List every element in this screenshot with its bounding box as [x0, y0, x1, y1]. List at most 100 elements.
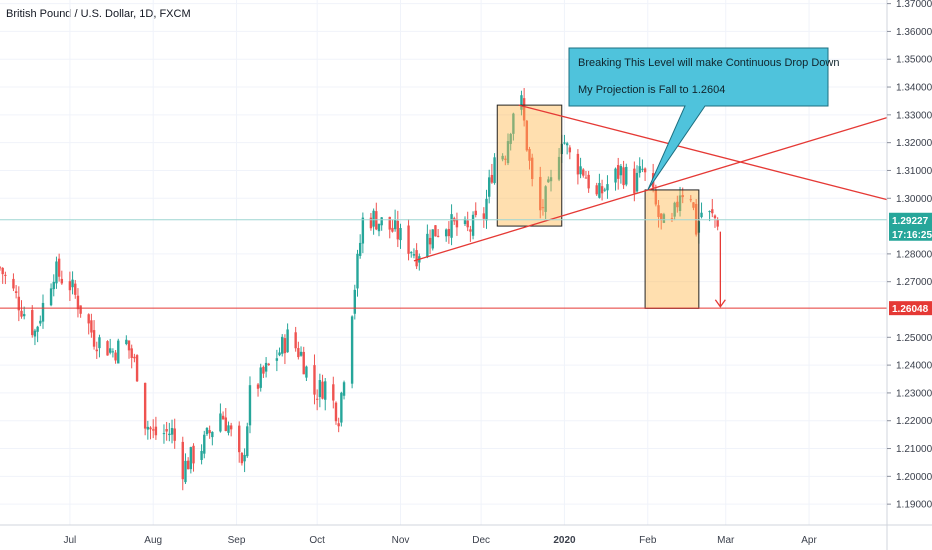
candle-down [294, 332, 297, 349]
candle-up [487, 177, 491, 197]
candle-up [501, 155, 504, 160]
down-arrow-head [714, 299, 726, 308]
candle-down [154, 426, 158, 436]
candle-down [186, 460, 190, 470]
candle-up [203, 434, 206, 454]
candle-up [509, 133, 512, 144]
x-tick-label: Mar [717, 535, 735, 546]
candle-up [614, 168, 617, 183]
candle-up [565, 143, 569, 146]
candle-up [49, 288, 53, 306]
candle-down [87, 314, 90, 324]
candle-up [184, 460, 187, 483]
candle-down [584, 177, 588, 179]
candle-down [692, 202, 695, 208]
x-tick-label: Aug [144, 535, 162, 546]
candle-down [525, 120, 529, 151]
candle-down [434, 225, 437, 237]
candle-down [676, 201, 679, 208]
candle-down [689, 199, 692, 201]
candle-down [694, 203, 698, 235]
candle-up [259, 367, 262, 388]
candle-down [633, 168, 636, 194]
candle-down [135, 355, 139, 382]
candle-up [463, 218, 467, 225]
candle-up [162, 433, 166, 435]
candle-down [332, 384, 335, 401]
candle-down [600, 186, 604, 194]
candle-down [654, 189, 658, 205]
candle-down [4, 274, 7, 276]
candle-down [315, 398, 319, 400]
candle-down [143, 382, 147, 429]
current-price-badge [889, 212, 932, 241]
x-tick-label: Jul [63, 535, 76, 546]
y-tick-label: 1.36000 [896, 27, 932, 38]
candle-down [531, 157, 534, 180]
candle-up [426, 233, 429, 258]
candle-up [673, 202, 676, 217]
candle-up [700, 212, 703, 218]
x-tick-label: Dec [472, 535, 490, 546]
candle-down [539, 176, 542, 211]
candle-down [528, 149, 531, 161]
candle-down [267, 363, 270, 365]
candle-up [353, 289, 356, 314]
candle-down [455, 219, 459, 228]
candle-up [603, 189, 606, 191]
candle-up [358, 242, 362, 256]
candle-up [22, 314, 26, 317]
candle-up [340, 392, 343, 423]
candle-up [305, 366, 308, 378]
candle-up [324, 381, 327, 400]
candle-up [520, 95, 523, 110]
candle-down [313, 365, 316, 395]
candle-up [168, 433, 171, 436]
candle-down [337, 423, 340, 427]
candle-down [224, 417, 227, 431]
candle-down [1, 267, 4, 275]
candle-down [31, 310, 34, 336]
candle-down [622, 167, 625, 186]
y-tick-label: 1.33000 [896, 110, 932, 121]
candle-down [149, 427, 152, 430]
y-tick-label: 1.25000 [896, 333, 932, 344]
y-tick-label: 1.19000 [896, 500, 932, 511]
candle-down [568, 147, 572, 153]
y-tick-label: 1.32000 [896, 138, 932, 149]
candle-down [321, 381, 324, 399]
candle-up [170, 428, 174, 435]
candle-up [189, 447, 193, 470]
candle-up [635, 172, 639, 192]
candle-down [396, 220, 400, 240]
candle-up [33, 330, 37, 337]
candle-up [219, 413, 222, 432]
candle-down [466, 220, 469, 228]
callout-line-1: Breaking This Level will make Continuous… [578, 57, 839, 69]
candle-up [444, 229, 448, 237]
candle-up [205, 428, 209, 435]
candle-up [111, 351, 115, 353]
candle-up [625, 166, 628, 185]
candle-up [318, 380, 322, 398]
candle-down [369, 217, 373, 229]
x-tick-label: Oct [309, 535, 325, 546]
y-tick-label: 1.24000 [896, 361, 932, 372]
candle-down [256, 384, 260, 389]
callout-line-2: My Projection is Fall to 1.2604 [578, 84, 725, 96]
y-tick-label: 1.31000 [896, 166, 932, 177]
candle-up [399, 227, 402, 241]
candle-down [68, 281, 72, 291]
candle-down [428, 237, 432, 245]
candle-down [522, 98, 526, 121]
y-tick-label: 1.20000 [896, 472, 932, 483]
candle-down [436, 235, 440, 237]
candle-down [208, 430, 211, 434]
candle-up [431, 229, 434, 249]
y-tick-label: 1.34000 [896, 83, 932, 94]
x-tick-label: Sep [228, 535, 246, 546]
y-tick-label: 1.23000 [896, 388, 932, 399]
candle-up [412, 254, 416, 256]
candle-down [60, 278, 64, 284]
